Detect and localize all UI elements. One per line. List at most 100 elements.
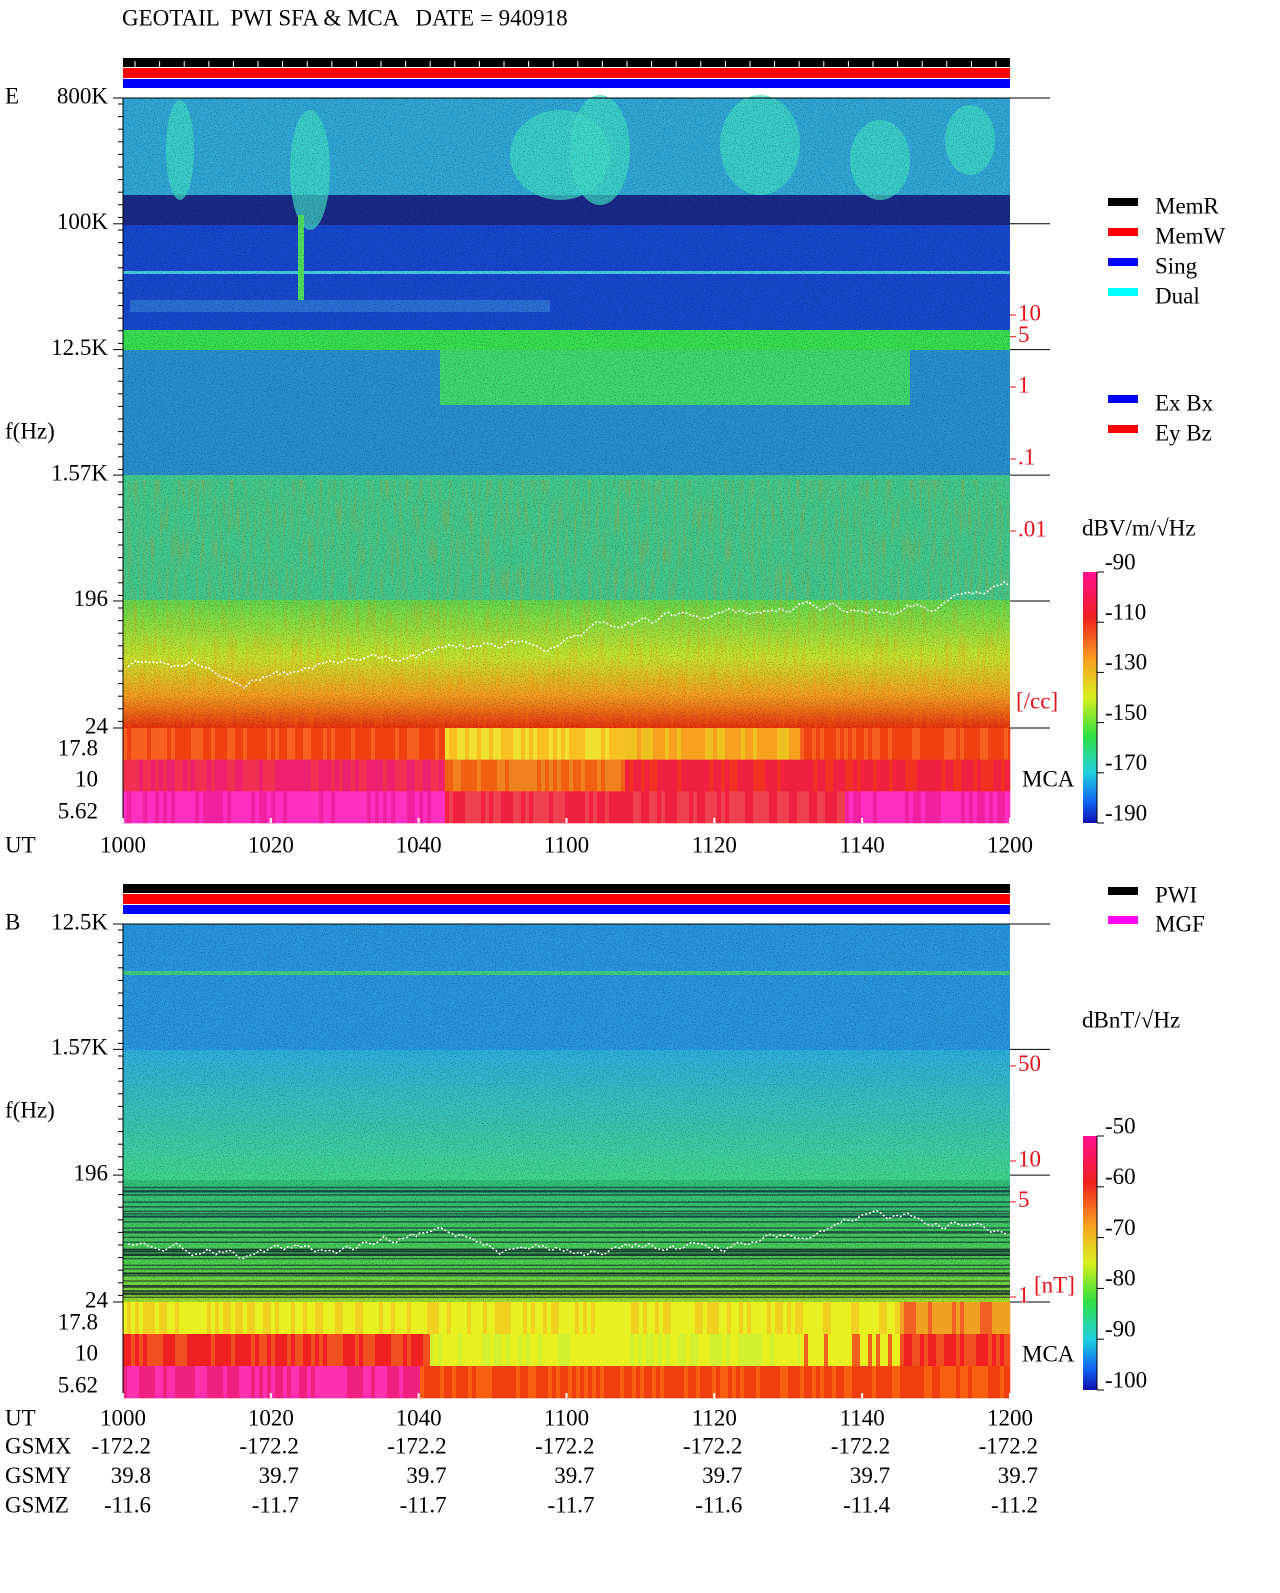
mca-cell [782, 1334, 787, 1367]
mca-cell [339, 1334, 344, 1367]
mca-cell [243, 1302, 248, 1335]
mca-cell [857, 791, 862, 824]
mca-cell [171, 728, 176, 760]
mca-cell [831, 1302, 836, 1335]
mca-cell [371, 759, 376, 792]
mca-cell [395, 759, 400, 792]
mca-cell [875, 1302, 880, 1335]
mca-cell [497, 791, 502, 824]
mca-cell [599, 1302, 604, 1335]
mca-cell [506, 1334, 511, 1367]
ephemeris-value: 39.7 [998, 1463, 1038, 1488]
mca-cell [957, 759, 962, 792]
mca-cell [319, 791, 324, 824]
mca-cell [836, 1334, 841, 1367]
mca-cell [479, 1302, 484, 1335]
mca-cell [501, 791, 506, 824]
mca-cell [231, 791, 236, 824]
mca-cell [848, 728, 853, 760]
mca-cell [827, 1302, 832, 1335]
mca-cell [267, 1334, 272, 1367]
mca-cell [916, 1334, 921, 1367]
mca-cell [860, 1334, 865, 1367]
mca-cell [633, 759, 638, 792]
mca-cell [845, 759, 850, 792]
panel-label: E [5, 83, 19, 108]
mca-cell [468, 1366, 473, 1399]
mca-cell [888, 1334, 893, 1367]
mca-cell [964, 1334, 969, 1367]
mca-cell [641, 791, 646, 824]
mca-cell [973, 791, 978, 824]
mca-cell [279, 759, 284, 792]
mca-cell [928, 1334, 933, 1367]
mca-cell [187, 1334, 192, 1367]
mca-cell [741, 759, 746, 792]
mca-cell [450, 1334, 455, 1367]
mca-cell [582, 1334, 587, 1367]
mca-cell [719, 1302, 724, 1335]
mca-cell [311, 759, 316, 792]
mca-cell [649, 728, 654, 760]
mca-cell [343, 1334, 348, 1367]
mca-cell [411, 759, 416, 792]
mca-cell [936, 1334, 941, 1367]
mca-cell [948, 1366, 953, 1399]
mca-cell [900, 1334, 905, 1367]
mca-cell [841, 759, 846, 792]
mca-cell [747, 1302, 752, 1335]
mca-cell [279, 1302, 284, 1335]
mca-cell [475, 1302, 480, 1335]
mca-cell [415, 1366, 420, 1399]
ephemeris-value: 39.8 [111, 1463, 151, 1488]
mca-cell [730, 1334, 735, 1367]
mca-cell [1009, 791, 1011, 824]
mca-cell [423, 728, 428, 760]
mca-cell [391, 728, 396, 760]
mca-cell [127, 728, 132, 760]
mca-cell [379, 759, 384, 792]
mca-cell [391, 1334, 396, 1367]
mca-cell [868, 1366, 873, 1399]
mca-cell [423, 1334, 428, 1367]
mca-cell [717, 759, 722, 792]
mca-cell [749, 759, 754, 792]
mca-cell [444, 1366, 449, 1399]
mca-cell [227, 1302, 232, 1335]
mca-cell [431, 728, 436, 760]
legend-swatch [1108, 395, 1138, 403]
mca-cell [852, 728, 857, 760]
mca-cell [813, 759, 818, 792]
mca-cell [639, 1302, 644, 1335]
mca-cell [435, 759, 440, 792]
mca-cell [645, 759, 650, 792]
mca-cell [972, 1302, 977, 1335]
mca-cell [263, 728, 268, 760]
mca-cell [629, 759, 634, 792]
mca-cell [837, 791, 842, 824]
mca-cell [363, 1302, 368, 1335]
mca-cell [403, 728, 408, 760]
mca-cell [359, 791, 364, 824]
mca-cell [564, 1366, 569, 1399]
mca-cell [383, 728, 388, 760]
mca-cell [375, 759, 380, 792]
mca-cell [497, 728, 502, 760]
mca-cell [638, 1334, 643, 1367]
legend-label: Dual [1155, 283, 1200, 308]
mca-cell [319, 1366, 324, 1399]
mca-cell [756, 1366, 761, 1399]
mca-cell [877, 791, 882, 824]
mca-cell [832, 728, 837, 760]
x-tick-label: 1120 [692, 1405, 737, 1430]
mca-cell [311, 728, 316, 760]
mca-cell [467, 1302, 472, 1335]
mca-cell [984, 1366, 989, 1399]
mca-cell [235, 759, 240, 792]
mca-cell [367, 728, 372, 760]
mca-cell [259, 1366, 264, 1399]
mca-cell [283, 728, 288, 760]
mca-cell [510, 1334, 515, 1367]
mca-cell [123, 1334, 128, 1367]
mca-cell [239, 1366, 244, 1399]
